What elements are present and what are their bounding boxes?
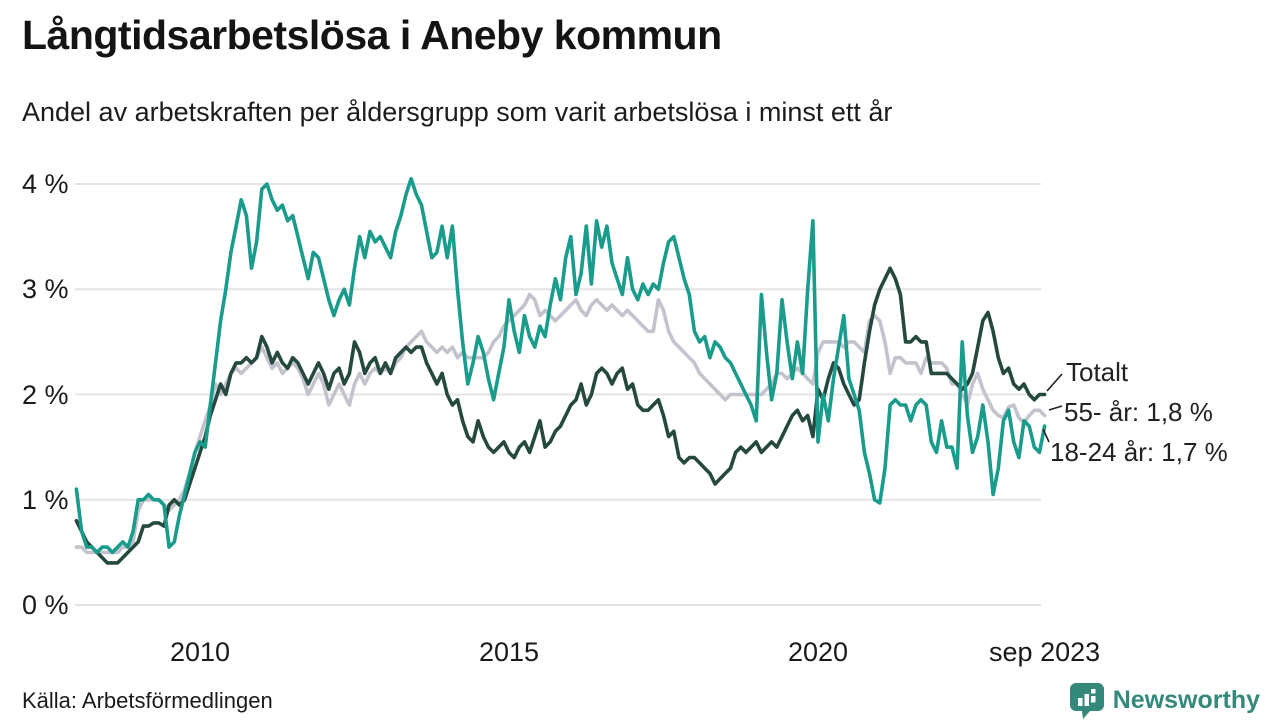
y-tick-label: 1 % [22, 484, 69, 515]
series-label-55-ar: 55- år: 1,8 % [1064, 397, 1213, 427]
chart-subtitle: Andel av arbetskraften per åldersgrupp s… [22, 97, 893, 127]
x-tick-label: 2020 [787, 637, 849, 667]
y-tick-label: 4 % [22, 169, 69, 199]
series-label-18-24-ar: 18-24 år: 1,7 % [1050, 437, 1228, 467]
series-line-18-24-r [74, 176, 1047, 555]
x-tick-label: 2015 [478, 637, 540, 667]
x-tick-label: sep 2023 [989, 637, 1101, 667]
series-line-totalt [74, 266, 1047, 565]
newsworthy-logo: Newsworthy [1069, 682, 1260, 719]
y-tick-label: 0 % [22, 590, 69, 620]
series-label-totalt: Totalt [1066, 357, 1129, 387]
y-tick-label: 2 % [22, 379, 69, 410]
label-leader-line [1042, 428, 1050, 443]
page-title: Långtidsarbetslösa i Aneby kommun [22, 12, 722, 58]
label-leader-line [1046, 373, 1063, 392]
series-line-55-r [74, 292, 1047, 555]
x-tick-label: 2010 [169, 637, 231, 667]
bar-chart-bubble-icon [1069, 683, 1104, 719]
newsworthy-logo-text: Newsworthy [1112, 686, 1260, 714]
label-leader-line [1048, 405, 1063, 411]
y-tick-label: 3 % [22, 274, 69, 305]
source-note: Källa: Arbetsförmedlingen [22, 688, 273, 713]
